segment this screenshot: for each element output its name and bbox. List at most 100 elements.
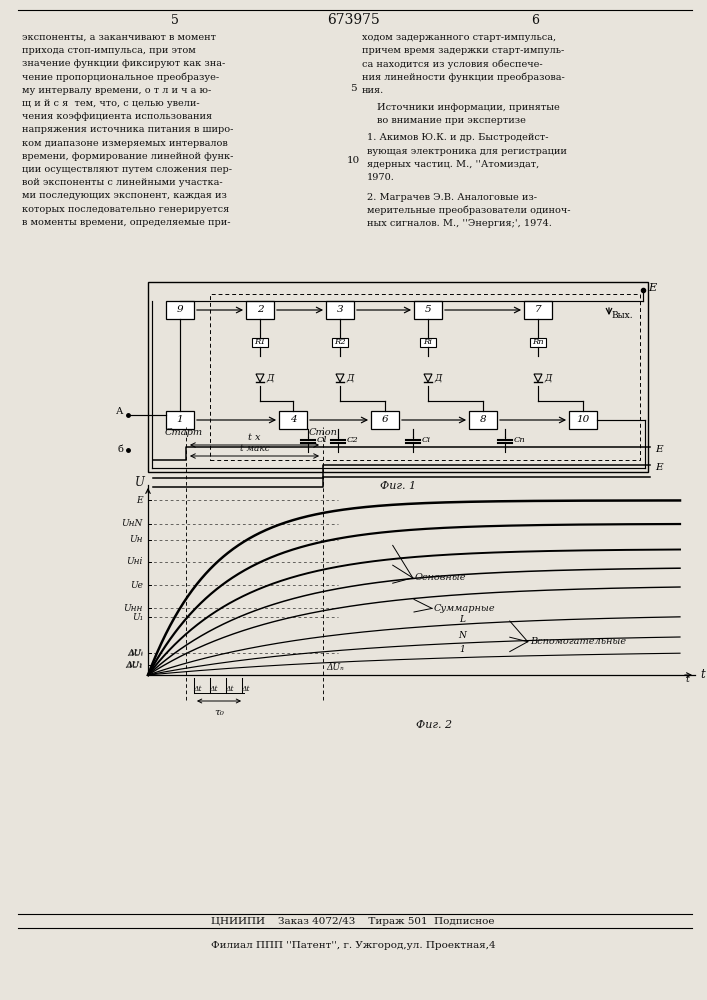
- Text: мерительные преобразователи одиноч-: мерительные преобразователи одиноч-: [367, 206, 571, 215]
- Text: в моменты времени, определяемые при-: в моменты времени, определяемые при-: [22, 218, 230, 227]
- Text: ΔU₁: ΔU₁: [127, 661, 143, 669]
- Bar: [252, 338, 268, 347]
- Text: L: L: [459, 614, 465, 624]
- Text: t: t: [700, 668, 705, 682]
- Text: Ci: Ci: [422, 436, 431, 444]
- Text: во внимание при экспертизе: во внимание при экспертизе: [377, 116, 526, 125]
- Bar: [569, 411, 597, 429]
- Text: C2: C2: [347, 436, 358, 444]
- Text: значение функции фиксируют как зна-: значение функции фиксируют как зна-: [22, 59, 226, 68]
- Text: E: E: [655, 444, 662, 454]
- Text: Uнi: Uнi: [127, 557, 143, 566]
- Text: ния линейности функции преобразова-: ния линейности функции преобразова-: [362, 73, 565, 82]
- Text: τ₀: τ₀: [214, 708, 224, 717]
- Text: са находится из условия обеспече-: са находится из условия обеспече-: [362, 59, 543, 69]
- Text: ции осуществляют путем сложения пер-: ции осуществляют путем сложения пер-: [22, 165, 232, 174]
- Text: 8: 8: [479, 416, 486, 424]
- Bar: [469, 411, 497, 429]
- Text: C1: C1: [317, 436, 329, 444]
- Text: ΔUᵢ: ΔUᵢ: [129, 649, 143, 657]
- Text: R2: R2: [334, 338, 346, 346]
- Text: Филиал ППП ''Патент'', г. Ужгород,ул. Проектная,4: Филиал ППП ''Патент'', г. Ужгород,ул. Пр…: [211, 940, 496, 950]
- Text: 6: 6: [382, 416, 388, 424]
- Text: вой экспоненты с линейными участка-: вой экспоненты с линейными участка-: [22, 178, 223, 187]
- Text: Источники информации, принятые: Источники информации, принятые: [377, 103, 560, 112]
- Text: 6: 6: [531, 13, 539, 26]
- Text: U: U: [135, 477, 145, 489]
- Text: t x: t x: [248, 433, 261, 442]
- Text: Суммарные: Суммарные: [434, 604, 496, 613]
- Text: б: б: [117, 446, 123, 454]
- Text: чения коэффициента использования: чения коэффициента использования: [22, 112, 212, 121]
- Bar: [371, 411, 399, 429]
- Text: ком диапазоне измеряемых интервалов: ком диапазоне измеряемых интервалов: [22, 139, 228, 148]
- Text: U₁: U₁: [132, 613, 143, 622]
- Text: E: E: [648, 283, 656, 293]
- Bar: [210, 294, 640, 460]
- Text: Δt: Δt: [210, 685, 218, 693]
- Text: 1: 1: [459, 645, 464, 654]
- Text: причем время задержки старт-импуль-: причем время задержки старт-импуль-: [362, 46, 564, 55]
- Text: Rn: Rn: [532, 338, 544, 346]
- Text: ядерных частиц. М., ''Атомиздат,: ядерных частиц. М., ''Атомиздат,: [367, 160, 539, 169]
- Text: щ и й с я  тем, что, с целью увели-: щ и й с я тем, что, с целью увели-: [22, 99, 199, 108]
- Text: 673975: 673975: [327, 13, 380, 27]
- Text: 1970.: 1970.: [367, 173, 395, 182]
- Text: Фиг. 1: Фиг. 1: [380, 481, 416, 491]
- Bar: [166, 301, 194, 319]
- Text: ЦНИИПИ    Заказ 4072/43    Тираж 501  Подписное: ЦНИИПИ Заказ 4072/43 Тираж 501 Подписное: [211, 916, 495, 926]
- Text: 7: 7: [534, 306, 542, 314]
- Bar: [332, 338, 348, 347]
- Text: Δt: Δt: [226, 685, 234, 693]
- Text: 3: 3: [337, 306, 344, 314]
- Text: Фиг. 2: Фиг. 2: [416, 720, 452, 730]
- Bar: [524, 301, 552, 319]
- Bar: [326, 301, 354, 319]
- Text: Д: Д: [346, 373, 354, 382]
- Text: 5: 5: [350, 84, 356, 93]
- Text: ходом задержанного старт-импульса,: ходом задержанного старт-импульса,: [362, 33, 556, 42]
- Text: 2. Маграчев Э.В. Аналоговые из-: 2. Маграчев Э.В. Аналоговые из-: [367, 193, 537, 202]
- Text: Вых.: Вых.: [611, 310, 633, 320]
- Text: Δt: Δt: [242, 685, 250, 693]
- Text: А: А: [116, 408, 123, 416]
- Text: Ri: Ri: [423, 338, 433, 346]
- Text: Основные: Основные: [415, 573, 466, 582]
- Bar: [279, 411, 307, 429]
- Text: E: E: [136, 496, 143, 505]
- Text: ми последующих экспонент, каждая из: ми последующих экспонент, каждая из: [22, 191, 227, 200]
- Text: t макс: t макс: [240, 444, 269, 453]
- Text: Д: Д: [266, 373, 274, 382]
- Text: E: E: [655, 462, 662, 472]
- Bar: [166, 411, 194, 429]
- Text: Старт: Старт: [165, 428, 203, 437]
- Text: 5: 5: [425, 306, 431, 314]
- Text: которых последовательно генерируется: которых последовательно генерируется: [22, 205, 229, 214]
- Text: времени, формирование линейной функ-: времени, формирование линейной функ-: [22, 152, 233, 161]
- Bar: [530, 338, 546, 347]
- Text: t: t: [685, 676, 689, 684]
- Text: 9: 9: [177, 306, 183, 314]
- Text: Δt: Δt: [194, 685, 202, 693]
- Text: R1: R1: [255, 338, 266, 346]
- Text: Uе: Uе: [130, 580, 143, 589]
- Text: 10: 10: [346, 156, 360, 165]
- Text: ΔUᵢ: ΔUᵢ: [127, 649, 143, 658]
- Text: ния.: ния.: [362, 86, 384, 95]
- Text: N: N: [458, 631, 466, 640]
- Text: Uнн: Uнн: [124, 604, 143, 613]
- Text: UнN: UнN: [122, 519, 143, 528]
- Text: экспоненты, а заканчивают в момент: экспоненты, а заканчивают в момент: [22, 33, 216, 42]
- Text: прихода стоп-импульса, при этом: прихода стоп-импульса, при этом: [22, 46, 196, 55]
- Text: 10: 10: [576, 416, 590, 424]
- Bar: [246, 301, 274, 319]
- Text: чение пропорциональное преобразуе-: чение пропорциональное преобразуе-: [22, 73, 219, 82]
- Text: Uн: Uн: [129, 536, 143, 544]
- Text: 4: 4: [290, 416, 296, 424]
- Text: му интервалу времени, о т л и ч а ю-: му интервалу времени, о т л и ч а ю-: [22, 86, 211, 95]
- Text: ΔU₁: ΔU₁: [125, 661, 143, 670]
- Text: ΔUₙ: ΔUₙ: [326, 662, 344, 672]
- Text: ных сигналов. М., ''Энергия;', 1974.: ных сигналов. М., ''Энергия;', 1974.: [367, 219, 552, 228]
- Text: 5: 5: [171, 13, 179, 26]
- Bar: [414, 301, 442, 319]
